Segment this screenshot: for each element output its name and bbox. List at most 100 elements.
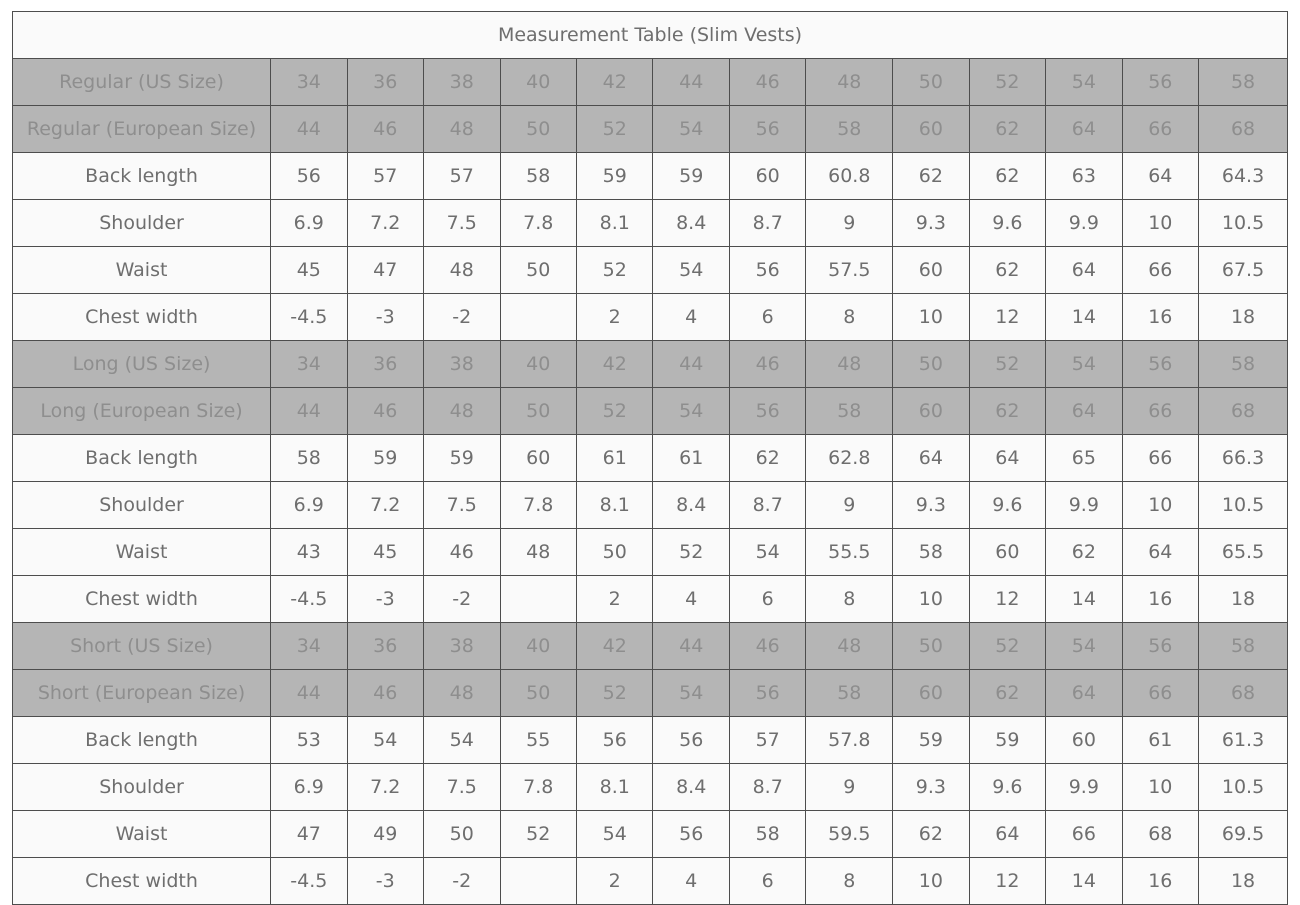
- table-cell: 14: [1045, 857, 1123, 905]
- row-label: Chest width: [11, 857, 272, 905]
- table-cell: 57: [728, 716, 807, 764]
- table-cell: 48: [423, 246, 501, 294]
- table-cell: 9.3: [892, 763, 970, 811]
- size-header-cell: 36: [346, 58, 425, 106]
- table-cell: 8.1: [575, 763, 654, 811]
- table-cell: 8.4: [652, 199, 730, 247]
- size-header-row: Regular (US Size) 34 36 38 40 42 44 46 48 50 52 54 5…: [11, 58, 1288, 106]
- table-cell: 60.8: [805, 152, 894, 200]
- table-cell: 7.5: [423, 763, 501, 811]
- table-cell: 56: [270, 152, 348, 200]
- size-header-cell: 60: [892, 105, 970, 153]
- table-cell: 59: [575, 152, 654, 200]
- table-cell: 9.6: [968, 763, 1047, 811]
- table-cell: 65.5: [1198, 528, 1288, 576]
- row-label: Chest width: [11, 575, 272, 623]
- table-cell: 10.5: [1198, 199, 1288, 247]
- page-title: Measurement Table (Slim Vests): [12, 11, 1288, 59]
- size-header-cell: 56: [728, 669, 807, 717]
- size-header-cell: 34: [270, 58, 348, 106]
- size-header-cell: 50: [892, 340, 970, 388]
- table-cell: 58: [270, 434, 348, 482]
- size-header-cell: 46: [346, 669, 425, 717]
- table-cell: 60: [499, 434, 577, 482]
- table-cell: 56: [728, 246, 807, 294]
- table-cell: 9.3: [892, 199, 970, 247]
- size-header-cell: 52: [968, 58, 1047, 106]
- table-row: Waist 43 45 46 48 50 52 54 55.5 58 60 62 64 65.5: [11, 528, 1288, 576]
- table-cell: 58: [728, 810, 807, 858]
- size-header-cell: 52: [575, 669, 654, 717]
- size-header-cell: 54: [652, 387, 730, 435]
- table-cell: 63: [1045, 152, 1123, 200]
- size-header-cell: 42: [575, 58, 654, 106]
- table-cell: 56: [652, 716, 730, 764]
- size-header-cell: 46: [728, 58, 807, 106]
- table-cell: 60: [728, 152, 807, 200]
- size-header-cell: 52: [575, 387, 654, 435]
- size-header-cell: 50: [499, 105, 577, 153]
- table-cell: 49: [346, 810, 425, 858]
- size-header-cell: 46: [346, 387, 425, 435]
- table-cell: 10: [1121, 763, 1200, 811]
- table-cell: 14: [1045, 575, 1123, 623]
- table-cell: 7.2: [346, 199, 425, 247]
- size-header-cell: 46: [346, 105, 425, 153]
- table-cell: -3: [346, 857, 425, 905]
- table-cell: 60: [968, 528, 1047, 576]
- table-cell: 8.1: [575, 481, 654, 529]
- size-header-cell: 50: [499, 387, 577, 435]
- size-header-cell: 62: [968, 105, 1047, 153]
- table-cell: 12: [968, 575, 1047, 623]
- table-cell: 62: [1045, 528, 1123, 576]
- row-label: Back length: [11, 716, 272, 764]
- table-cell: 56: [652, 810, 730, 858]
- row-label: Waist: [11, 810, 272, 858]
- row-label: Waist: [11, 246, 272, 294]
- table-cell: 59: [346, 434, 425, 482]
- table-cell: 6.9: [270, 481, 348, 529]
- size-header-cell: 38: [423, 340, 501, 388]
- table-cell: 48: [499, 528, 577, 576]
- size-header-cell: 58: [1198, 340, 1288, 388]
- table-cell: 57: [346, 152, 425, 200]
- table-cell: 7.8: [499, 763, 577, 811]
- table-cell: 62: [892, 810, 970, 858]
- table-cell: 65: [1045, 434, 1123, 482]
- size-header-cell: 44: [652, 58, 730, 106]
- size-header-cell: 42: [575, 622, 654, 670]
- table-cell: 57.5: [805, 246, 894, 294]
- table-cell: 59: [892, 716, 970, 764]
- table-cell: 64: [892, 434, 970, 482]
- table-cell: 6: [728, 575, 807, 623]
- size-header-cell: 38: [423, 58, 501, 106]
- size-header-cell: 54: [1045, 58, 1123, 106]
- table-cell: -3: [346, 293, 425, 341]
- size-header-cell: 68: [1198, 105, 1288, 153]
- table-cell: 8.4: [652, 481, 730, 529]
- table-cell: 50: [575, 528, 654, 576]
- table-cell: 54: [652, 246, 730, 294]
- size-header-row: Long (US Size) 34 36 38 40 42 44 46 48 50 52 54 56 58: [11, 340, 1288, 388]
- size-header-cell: 68: [1198, 387, 1288, 435]
- size-header-cell: 54: [1045, 340, 1123, 388]
- row-label: Shoulder: [11, 199, 272, 247]
- size-header-cell: 48: [805, 340, 894, 388]
- table-cell: 10.5: [1198, 763, 1288, 811]
- table-cell: 50: [499, 246, 577, 294]
- table-cell: 8: [805, 575, 894, 623]
- table-cell: 18: [1198, 293, 1288, 341]
- table-cell: 58: [892, 528, 970, 576]
- table-cell: 8.7: [728, 763, 807, 811]
- table-cell: 7.2: [346, 763, 425, 811]
- table-row: Back length 53 54 54 55 56 56 57 57.8 59 59 60 61 61.…: [11, 716, 1288, 764]
- size-header-cell: 48: [423, 105, 501, 153]
- table-cell: 45: [346, 528, 425, 576]
- size-header-label: Short (US Size): [11, 622, 272, 670]
- table-cell: 59.5: [805, 810, 894, 858]
- table-cell: 58: [499, 152, 577, 200]
- table-cell: 52: [499, 810, 577, 858]
- table-cell: -3: [346, 575, 425, 623]
- size-header-label: Long (US Size): [11, 340, 272, 388]
- table-cell: [499, 575, 577, 623]
